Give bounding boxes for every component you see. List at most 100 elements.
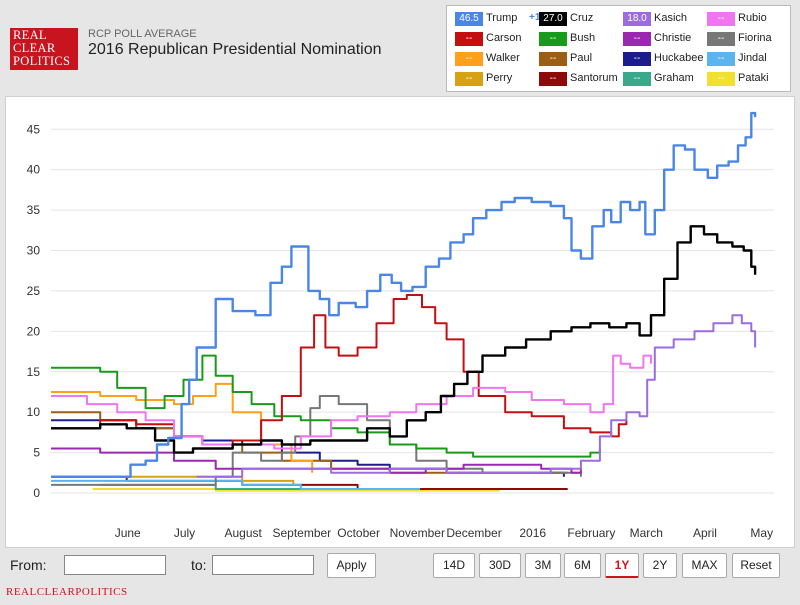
legend-candidate-name: Carson bbox=[486, 32, 522, 44]
series-line-carson[interactable] bbox=[51, 294, 628, 446]
legend-candidate-name: Trump bbox=[486, 12, 518, 24]
series-line-trump[interactable] bbox=[51, 111, 757, 478]
legend-item-rubio[interactable]: -- Rubio bbox=[707, 11, 793, 27]
legend-item-paul[interactable]: -- Paul bbox=[539, 51, 625, 67]
legend-item-pataki[interactable]: -- Pataki bbox=[707, 71, 793, 87]
legend-candidate-name: Perry bbox=[486, 72, 513, 84]
y-tick-labels: 0 5 10 15 20 25 30 35 40 45 bbox=[27, 122, 41, 500]
legend-value-badge: -- bbox=[455, 72, 483, 86]
range-3m-button[interactable]: 3M bbox=[525, 553, 561, 578]
to-date-input[interactable] bbox=[212, 555, 314, 575]
y-tick-label: 25 bbox=[27, 284, 41, 298]
x-tick-label: July bbox=[174, 526, 195, 540]
range-30d-button[interactable]: 30D bbox=[479, 553, 521, 578]
series-line-rubio[interactable] bbox=[51, 354, 652, 450]
x-tick-label: June bbox=[115, 526, 141, 540]
y-tick-label: 45 bbox=[27, 122, 41, 136]
to-label: to: bbox=[191, 557, 207, 573]
y-tick-label: 30 bbox=[27, 244, 41, 258]
legend-item-bush[interactable]: -- Bush bbox=[539, 31, 625, 47]
series-line-fiorina[interactable] bbox=[51, 395, 582, 486]
legend-candidate-name: Walker bbox=[486, 52, 520, 64]
x-tick-label: December bbox=[446, 526, 501, 540]
y-tick-label: 10 bbox=[27, 405, 41, 419]
legend-candidate-name: Cruz bbox=[570, 12, 594, 24]
legend-item-cruz[interactable]: 27.0 Cruz bbox=[539, 11, 625, 27]
logo-line-2: CLEAR bbox=[13, 41, 56, 55]
legend-item-huckabee[interactable]: -- Huckabee bbox=[623, 51, 709, 67]
legend-item-kasich[interactable]: 18.0 Kasich bbox=[623, 11, 709, 27]
legend-candidate-name: Christie bbox=[654, 32, 692, 44]
grid-lines bbox=[51, 128, 774, 494]
series-line-kasich[interactable] bbox=[196, 314, 757, 478]
y-tick-label: 40 bbox=[27, 163, 41, 177]
x-tick-label: August bbox=[224, 526, 262, 540]
x-tick-label: 2016 bbox=[519, 526, 546, 540]
legend-value-badge: -- bbox=[623, 52, 651, 66]
legend-value-badge: 18.0 bbox=[623, 12, 651, 26]
legend-item-perry[interactable]: -- Perry bbox=[455, 71, 541, 87]
x-tick-label: October bbox=[337, 526, 380, 540]
x-tick-label: March bbox=[630, 526, 663, 540]
legend-candidate-name: Rubio bbox=[738, 12, 767, 24]
legend-candidate-name: Fiorina bbox=[738, 32, 772, 44]
range-controls: From: to: Apply 14D 30D 3M 6M 1Y 2Y MAX … bbox=[0, 548, 800, 583]
legend-candidate-name: Kasich bbox=[654, 12, 688, 24]
chart-title: 2016 Republican Presidential Nomination bbox=[88, 41, 382, 58]
legend-candidate-name: Pataki bbox=[738, 72, 769, 84]
legend-value-badge: -- bbox=[623, 32, 651, 46]
legend-value-badge: -- bbox=[539, 52, 567, 66]
legend-candidate-name: Huckabee bbox=[654, 52, 704, 64]
legend-item-carson[interactable]: -- Carson bbox=[455, 31, 541, 47]
chart-header: REAL CLEAR POLITICS RCP POLL AVERAGE 201… bbox=[0, 0, 800, 95]
poll-chart[interactable]: 0 5 10 15 20 25 30 35 40 45 June July August Septemb… bbox=[6, 97, 794, 547]
legend-item-walker[interactable]: -- Walker bbox=[455, 51, 541, 67]
y-tick-label: 0 bbox=[33, 486, 40, 500]
legend-value-badge: -- bbox=[707, 52, 735, 66]
from-date-input[interactable] bbox=[64, 555, 166, 575]
legend-item-graham[interactable]: -- Graham bbox=[623, 71, 709, 87]
range-14d-button[interactable]: 14D bbox=[433, 553, 475, 578]
legend-item-christie[interactable]: -- Christie bbox=[623, 31, 709, 47]
reset-button[interactable]: Reset bbox=[732, 553, 780, 578]
series-line-bush[interactable] bbox=[51, 354, 601, 458]
logo-line-1: REAL bbox=[13, 28, 47, 42]
legend-item-santorum[interactable]: -- Santorum bbox=[539, 71, 625, 87]
legend-candidate-name: Santorum bbox=[570, 72, 618, 84]
x-tick-label: February bbox=[567, 526, 615, 540]
chart-overline: RCP POLL AVERAGE bbox=[88, 28, 197, 40]
range-6m-button[interactable]: 6M bbox=[564, 553, 601, 578]
legend-candidate-name: Paul bbox=[570, 52, 593, 64]
apply-button[interactable]: Apply bbox=[327, 553, 376, 578]
legend-candidate-name: Jindal bbox=[738, 52, 767, 64]
y-tick-label: 35 bbox=[27, 203, 41, 217]
series-line-pataki[interactable] bbox=[92, 488, 500, 492]
range-2y-button[interactable]: 2Y bbox=[643, 553, 677, 578]
y-tick-label: 15 bbox=[27, 365, 41, 379]
legend-value-badge: -- bbox=[707, 32, 735, 46]
legend-value-badge: 46.5 bbox=[455, 12, 483, 26]
series-line-cruz[interactable] bbox=[51, 225, 757, 454]
x-tick-label: September bbox=[272, 526, 331, 540]
legend-value-badge: -- bbox=[539, 72, 567, 86]
from-label: From: bbox=[10, 557, 47, 573]
rcp-logo: REAL CLEAR POLITICS bbox=[10, 28, 78, 70]
y-tick-label: 5 bbox=[33, 446, 40, 460]
y-tick-label: 20 bbox=[27, 324, 41, 338]
range-1y-button[interactable]: 1Y bbox=[605, 553, 639, 578]
range-max-button[interactable]: MAX bbox=[682, 553, 727, 578]
x-tick-labels: June July August September October November De… bbox=[115, 526, 773, 540]
legend-item-jindal[interactable]: -- Jindal bbox=[707, 51, 793, 67]
logo-line-3: POLITICS bbox=[13, 54, 71, 68]
chart-area[interactable]: 0 5 10 15 20 25 30 35 40 45 June July August Septemb… bbox=[5, 96, 795, 548]
legend-value-badge: -- bbox=[539, 32, 567, 46]
legend-value-badge: 27.0 bbox=[539, 12, 567, 26]
legend-candidate-name: Bush bbox=[570, 32, 596, 44]
series-line-santorum[interactable] bbox=[51, 475, 568, 490]
series-line-jindal[interactable] bbox=[51, 479, 421, 490]
series-lines bbox=[51, 111, 757, 492]
candidate-legend: 46.5Trump+19.527.0Cruz18.0Kasich--Rubio-… bbox=[446, 5, 791, 92]
legend-value-badge: -- bbox=[707, 12, 735, 26]
legend-item-fiorina[interactable]: -- Fiorina bbox=[707, 31, 793, 47]
